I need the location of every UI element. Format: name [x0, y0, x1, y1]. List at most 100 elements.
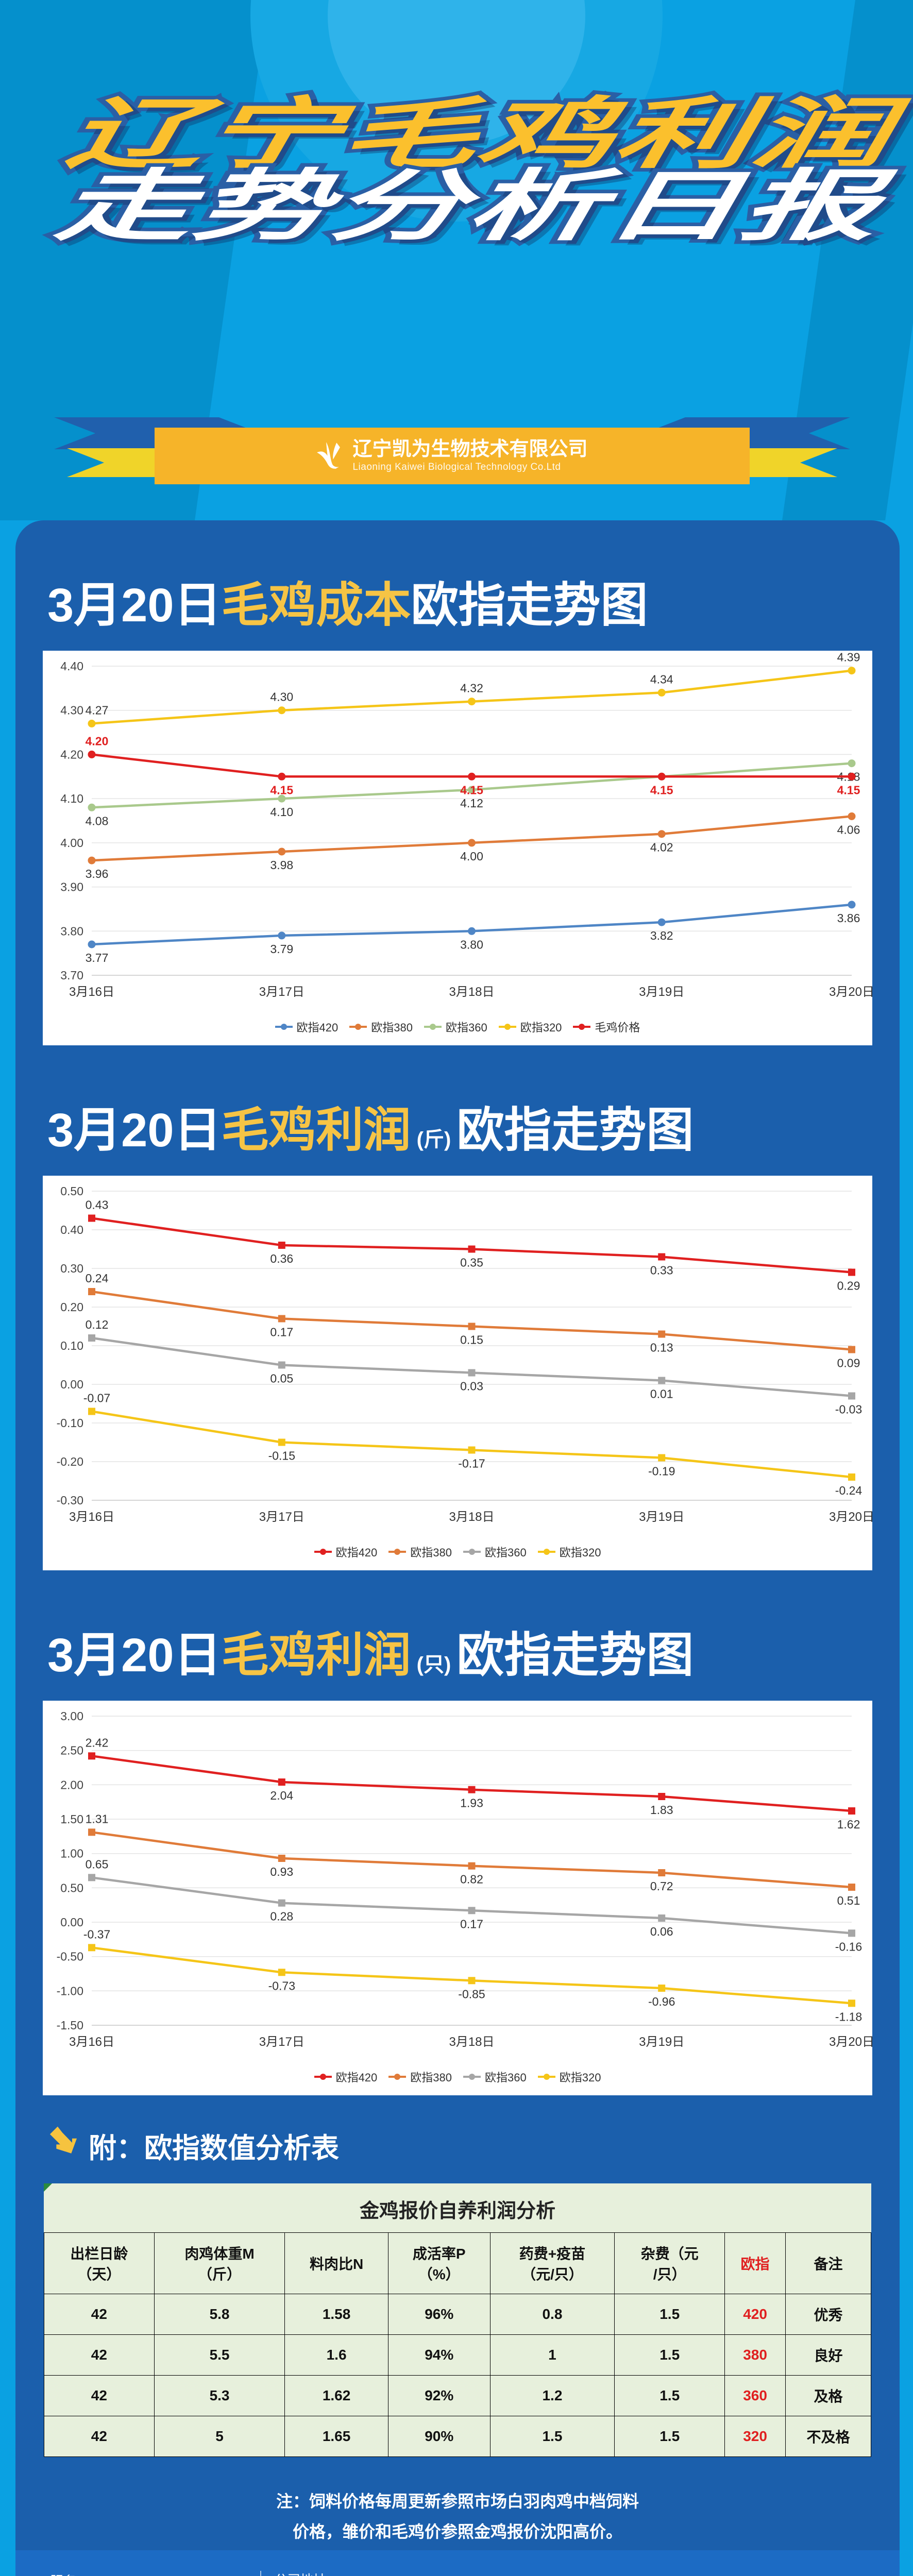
svg-text:3月16日: 3月16日	[69, 1510, 114, 1524]
svg-text:2.50: 2.50	[60, 1744, 83, 1757]
svg-text:4.32: 4.32	[460, 682, 483, 695]
svg-text:0.33: 0.33	[650, 1264, 673, 1277]
svg-text:0.36: 0.36	[270, 1252, 293, 1265]
svg-text:4.30: 4.30	[270, 690, 293, 704]
svg-text:0.50: 0.50	[60, 1881, 83, 1894]
svg-text:1.62: 1.62	[837, 1818, 860, 1831]
svg-text:3.70: 3.70	[60, 969, 83, 982]
svg-text:3月17日: 3月17日	[259, 1510, 305, 1524]
svg-text:0.00: 0.00	[60, 1378, 83, 1391]
svg-text:0.50: 0.50	[60, 1184, 83, 1198]
svg-text:4.30: 4.30	[60, 704, 83, 717]
svg-text:4.15: 4.15	[837, 783, 860, 796]
svg-text:3.77: 3.77	[86, 951, 109, 964]
svg-text:3.80: 3.80	[460, 938, 483, 951]
svg-text:-0.20: -0.20	[57, 1455, 83, 1468]
svg-text:0.17: 0.17	[270, 1326, 293, 1339]
svg-text:3.96: 3.96	[86, 867, 109, 880]
svg-text:0.10: 0.10	[60, 1339, 83, 1352]
svg-text:-0.03: -0.03	[835, 1403, 862, 1416]
svg-text:3月18日: 3月18日	[449, 1510, 494, 1524]
svg-text:4.08: 4.08	[86, 814, 109, 827]
svg-text:0.65: 0.65	[86, 1857, 109, 1871]
svg-text:1.50: 1.50	[60, 1812, 83, 1826]
svg-text:0.05: 0.05	[270, 1372, 293, 1385]
svg-text:0.20: 0.20	[60, 1300, 83, 1314]
svg-text:3月19日: 3月19日	[639, 1510, 684, 1524]
svg-text:0.00: 0.00	[60, 1916, 83, 1929]
svg-text:-0.15: -0.15	[268, 1449, 295, 1463]
svg-text:-0.73: -0.73	[268, 1979, 295, 1992]
svg-text:0.93: 0.93	[270, 1865, 293, 1878]
svg-text:4.02: 4.02	[650, 841, 673, 854]
svg-text:4.15: 4.15	[270, 783, 293, 796]
svg-text:-0.30: -0.30	[57, 1494, 83, 1507]
svg-text:0.03: 0.03	[460, 1380, 483, 1393]
svg-text:-0.19: -0.19	[648, 1465, 675, 1478]
svg-text:-0.96: -0.96	[648, 1995, 675, 2008]
svg-text:0.12: 0.12	[86, 1318, 109, 1331]
svg-text:4.40: 4.40	[60, 659, 83, 673]
svg-text:0.13: 0.13	[650, 1341, 673, 1354]
svg-text:3月19日: 3月19日	[639, 985, 684, 999]
svg-text:1.83: 1.83	[650, 1803, 673, 1817]
svg-text:-1.00: -1.00	[57, 1984, 83, 1997]
svg-text:0.17: 0.17	[460, 1917, 483, 1930]
svg-text:4.00: 4.00	[460, 850, 483, 863]
svg-text:0.24: 0.24	[86, 1272, 109, 1285]
svg-text:3.86: 3.86	[837, 911, 860, 925]
svg-text:0.29: 0.29	[837, 1279, 860, 1293]
svg-text:0.43: 0.43	[86, 1198, 109, 1212]
svg-text:3月20日: 3月20日	[829, 2035, 872, 2049]
svg-text:3.90: 3.90	[60, 880, 83, 894]
svg-text:3月16日: 3月16日	[69, 2035, 114, 2049]
svg-text:3.79: 3.79	[270, 942, 293, 956]
svg-text:3月17日: 3月17日	[259, 985, 305, 999]
svg-text:3月16日: 3月16日	[69, 985, 114, 999]
svg-text:2.04: 2.04	[270, 1789, 293, 1802]
svg-text:4.34: 4.34	[650, 672, 673, 686]
svg-text:1.00: 1.00	[60, 1847, 83, 1860]
svg-text:3.00: 3.00	[60, 1709, 83, 1723]
svg-text:3月18日: 3月18日	[449, 985, 494, 999]
svg-text:-0.10: -0.10	[57, 1416, 83, 1430]
svg-text:-0.17: -0.17	[458, 1457, 485, 1470]
svg-text:-1.50: -1.50	[57, 2019, 83, 2032]
svg-text:0.15: 0.15	[460, 1333, 483, 1347]
svg-text:-0.50: -0.50	[57, 1950, 83, 1963]
svg-text:-1.18: -1.18	[835, 2010, 862, 2023]
svg-text:1.93: 1.93	[460, 1797, 483, 1810]
svg-text:0.09: 0.09	[837, 1357, 860, 1370]
svg-text:2.00: 2.00	[60, 1778, 83, 1791]
svg-text:1.31: 1.31	[86, 1812, 109, 1825]
svg-text:0.01: 0.01	[650, 1387, 673, 1401]
svg-text:3.82: 3.82	[650, 929, 673, 942]
svg-text:4.15: 4.15	[460, 783, 483, 796]
svg-text:3月19日: 3月19日	[639, 2035, 684, 2049]
svg-text:-0.85: -0.85	[458, 1987, 485, 2001]
svg-text:0.06: 0.06	[650, 1925, 673, 1938]
svg-text:0.51: 0.51	[837, 1894, 860, 1907]
svg-text:0.35: 0.35	[460, 1256, 483, 1269]
svg-text:0.30: 0.30	[60, 1262, 83, 1275]
svg-text:0.72: 0.72	[650, 1879, 673, 1893]
svg-text:4.00: 4.00	[60, 836, 83, 850]
svg-text:0.82: 0.82	[460, 1873, 483, 1886]
svg-text:3月18日: 3月18日	[449, 2035, 494, 2049]
svg-text:-0.37: -0.37	[83, 1927, 110, 1941]
svg-text:0.40: 0.40	[60, 1223, 83, 1236]
svg-text:4.10: 4.10	[270, 805, 293, 819]
svg-text:-0.16: -0.16	[835, 1940, 862, 1953]
svg-text:4.20: 4.20	[86, 734, 109, 748]
svg-text:4.12: 4.12	[460, 796, 483, 810]
svg-text:4.27: 4.27	[86, 703, 109, 717]
svg-text:0.28: 0.28	[270, 1910, 293, 1923]
svg-text:4.10: 4.10	[60, 792, 83, 805]
svg-text:-0.24: -0.24	[835, 1484, 863, 1497]
svg-text:3月20日: 3月20日	[829, 1510, 872, 1524]
svg-text:3.98: 3.98	[270, 858, 293, 872]
svg-text:3月20日: 3月20日	[829, 985, 872, 999]
svg-text:4.39: 4.39	[837, 651, 860, 664]
svg-text:-0.07: -0.07	[83, 1392, 110, 1405]
svg-text:3.80: 3.80	[60, 924, 83, 938]
